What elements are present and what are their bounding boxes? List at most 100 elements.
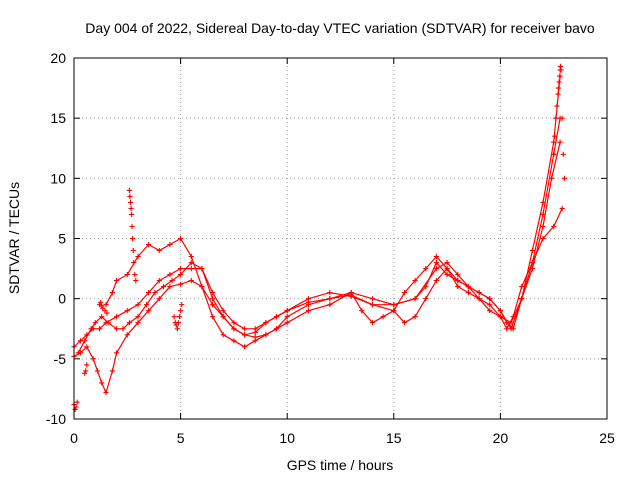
data-point [401, 320, 408, 326]
data-point [178, 308, 184, 314]
data-point [131, 260, 137, 266]
data-point [146, 241, 152, 248]
data-point [83, 368, 89, 374]
data-point [128, 205, 134, 211]
data-point [391, 302, 397, 308]
data-point [444, 272, 450, 278]
data-point [242, 326, 248, 332]
data-point [103, 302, 109, 308]
data-point [327, 302, 333, 308]
data-point [556, 79, 562, 85]
data-point [220, 332, 226, 338]
data-point [369, 302, 376, 308]
data-point [551, 139, 557, 145]
data-point [263, 320, 269, 326]
data-point [540, 199, 546, 205]
data-point [551, 223, 557, 230]
data-point [465, 290, 471, 296]
data-point [167, 272, 173, 278]
data-point [90, 356, 96, 362]
y-axis-label: SDTVAR / TECUs [6, 182, 22, 294]
data-point [179, 302, 185, 308]
data-point [284, 314, 290, 320]
data-point [476, 296, 482, 302]
data-point [284, 320, 290, 326]
data-point [557, 63, 564, 69]
data-point [105, 320, 111, 326]
data-series [71, 63, 567, 412]
data-point [84, 362, 90, 368]
data-point [94, 368, 101, 374]
data-point [127, 193, 133, 199]
data-point [169, 278, 175, 284]
data-point [412, 314, 418, 320]
data-point [423, 266, 429, 272]
data-point [412, 278, 418, 284]
data-point [497, 314, 503, 320]
data-point [305, 308, 312, 314]
data-point [444, 260, 450, 266]
data-point [497, 308, 503, 314]
data-point [176, 314, 183, 320]
data-point [487, 302, 493, 308]
series-burst-early [71, 187, 185, 412]
data-point [391, 308, 397, 314]
data-point [433, 278, 439, 284]
data-point [188, 253, 194, 260]
data-point [231, 326, 237, 332]
data-point [103, 389, 109, 396]
data-point [455, 284, 461, 290]
data-point [126, 187, 132, 193]
data-point [109, 290, 115, 296]
data-point [104, 310, 110, 316]
data-point [273, 314, 280, 320]
x-tick-labels: 0 5 10 15 20 25 [70, 430, 615, 446]
series-track-3 [75, 115, 563, 356]
data-point [560, 151, 566, 157]
data-point [369, 320, 376, 326]
data-point [487, 308, 493, 314]
data-point [98, 299, 104, 305]
data-point [160, 284, 167, 290]
data-point [555, 91, 561, 97]
data-point [359, 308, 365, 314]
data-point [167, 284, 173, 290]
data-point [135, 302, 141, 308]
data-point [555, 85, 561, 91]
x-tick-label: 20 [493, 430, 509, 446]
data-point [82, 370, 88, 376]
data-point [120, 326, 126, 332]
data-point [487, 296, 493, 302]
data-point [82, 338, 88, 344]
data-point [174, 326, 180, 332]
y-tick-labels: -10 -5 0 5 10 15 20 [46, 50, 66, 427]
grid [74, 58, 607, 419]
data-point [129, 211, 135, 217]
data-point [75, 350, 81, 356]
data-point [557, 73, 563, 79]
data-point [559, 205, 565, 211]
data-point [433, 253, 439, 260]
data-point [252, 326, 258, 332]
data-point [188, 278, 194, 284]
data-point [529, 260, 535, 266]
series-burst-late [551, 63, 567, 181]
data-point [554, 103, 560, 109]
data-point [561, 175, 567, 181]
data-point [156, 247, 162, 254]
x-tick-label: 25 [599, 430, 615, 446]
data-point [508, 326, 514, 332]
data-point [171, 314, 177, 320]
data-point [124, 308, 130, 314]
data-point [74, 399, 80, 405]
data-point [348, 290, 354, 296]
data-point [143, 302, 150, 308]
y-tick-label: 0 [58, 291, 66, 307]
data-point [114, 314, 120, 320]
data-point [135, 314, 141, 320]
data-point [540, 235, 546, 242]
data-point [220, 308, 226, 314]
data-point [127, 199, 134, 205]
data-point [231, 320, 237, 326]
data-point [553, 115, 559, 121]
